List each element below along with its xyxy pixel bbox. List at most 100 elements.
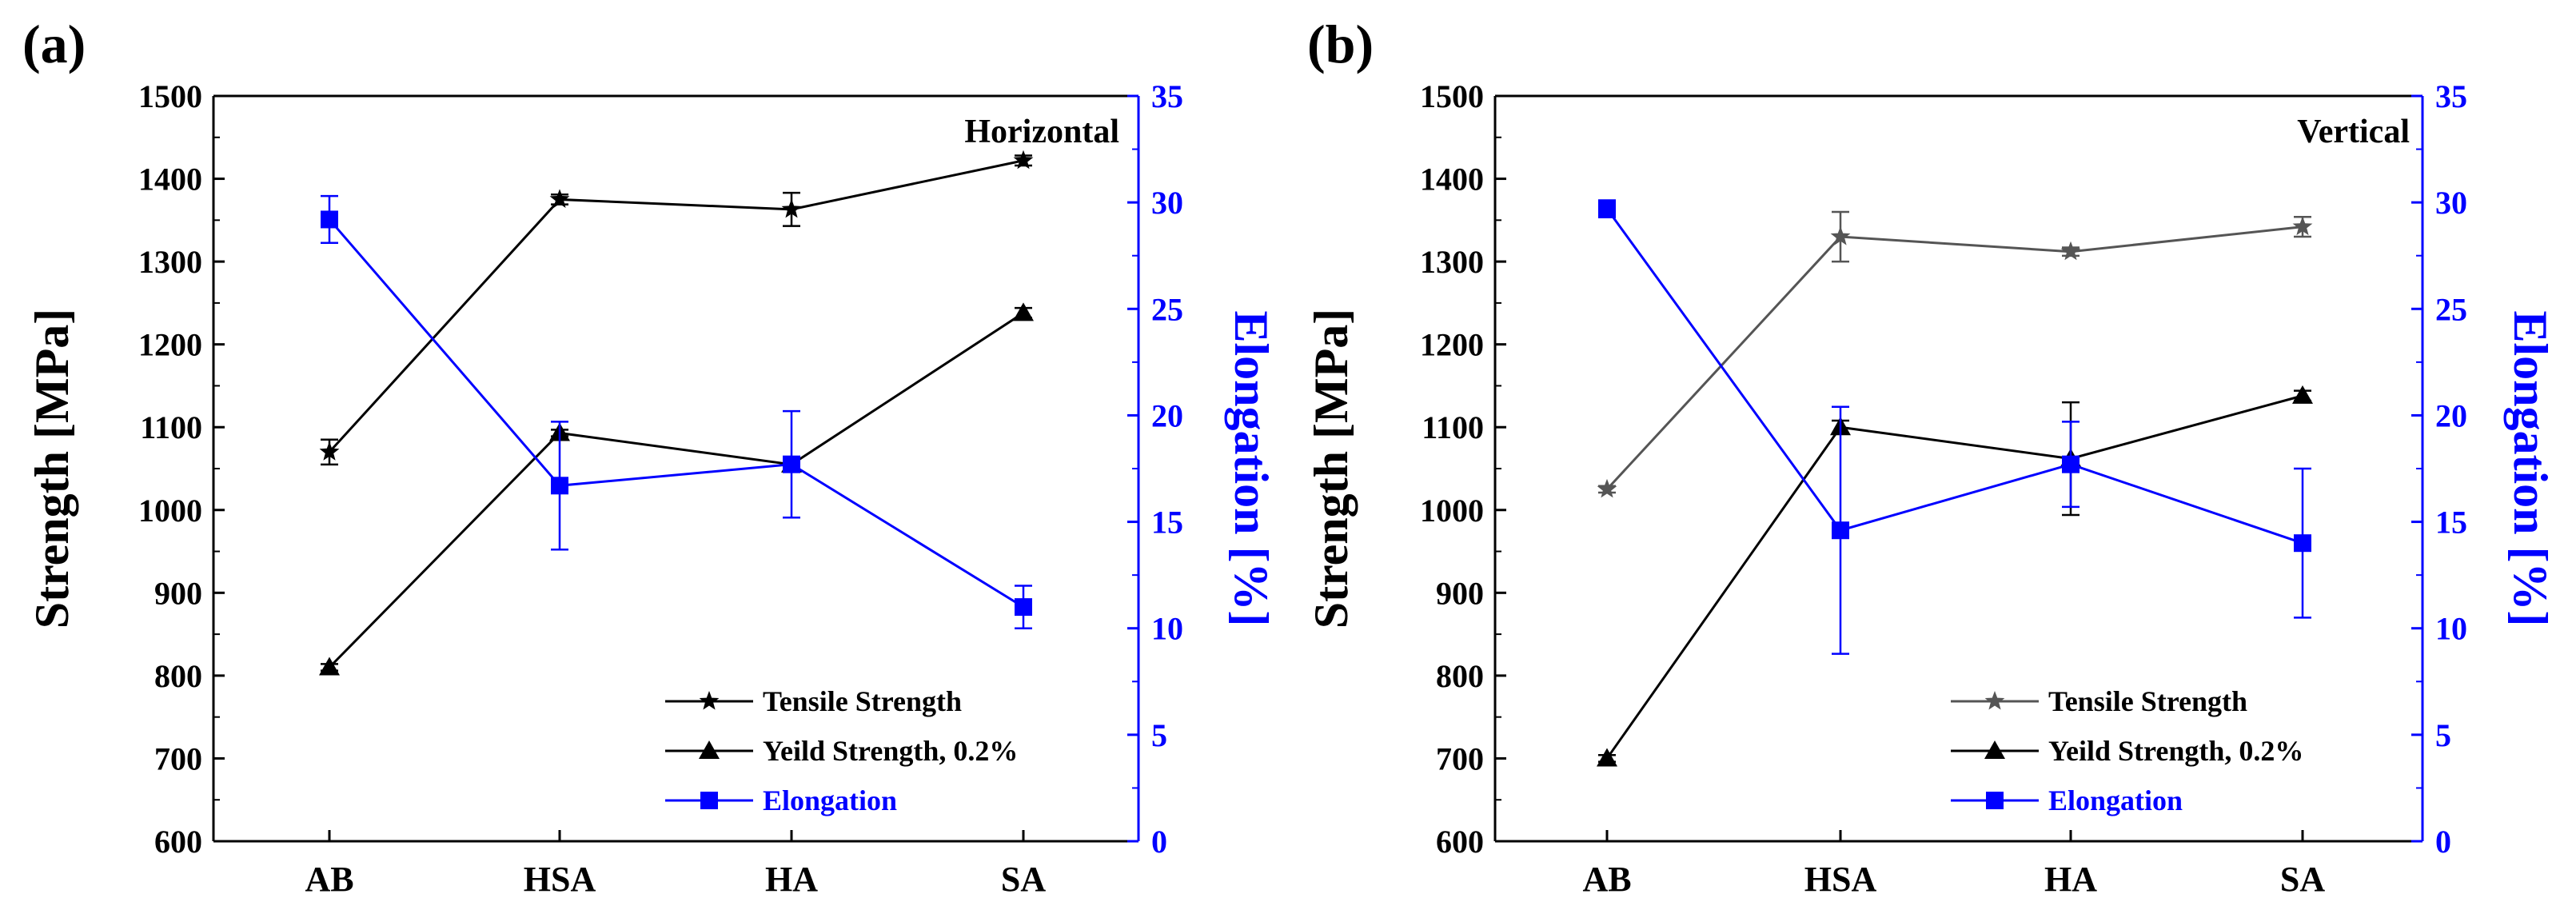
y2-tick-label: 35 (2435, 78, 2467, 114)
y2-tick-label: 5 (1151, 717, 1167, 753)
series-elongation (321, 194, 1032, 629)
series-line (1605, 226, 2303, 490)
y-tick-label: 700 (1436, 740, 1484, 776)
data-point (1013, 302, 1034, 321)
y2-tick-label: 0 (2435, 824, 2451, 860)
x-tick-label: AB (305, 860, 353, 899)
panel-label: (b) (1307, 14, 1374, 74)
data-point (1013, 150, 1034, 170)
legend-label: Elongation (763, 784, 897, 816)
y2-tick-label: 20 (2435, 397, 2467, 433)
y-tick-label: 1500 (138, 78, 202, 114)
y2-tick-label: 25 (2435, 291, 2467, 327)
y2-tick-label: 30 (2435, 185, 2467, 221)
series-line (328, 218, 1024, 609)
data-point (321, 210, 338, 229)
y-tick-label: 1100 (140, 409, 202, 445)
y2-tick-label: 10 (2435, 611, 2467, 647)
legend-marker (1984, 691, 2005, 710)
data-point (781, 198, 802, 218)
y2-tick-label: 15 (2435, 505, 2467, 541)
x-tick-label: HSA (524, 860, 596, 899)
y-tick-label: 1300 (138, 244, 202, 280)
y2-tick-label: 25 (1151, 291, 1183, 327)
y2-tick-label: 30 (1151, 185, 1183, 221)
series-tensile-strength (319, 150, 1034, 466)
x-tick-label: HA (2044, 860, 2097, 899)
series-yeild-strength-0-2 (319, 302, 1034, 676)
legend-marker (699, 740, 720, 759)
legend-marker (699, 691, 720, 710)
data-point (1830, 226, 1851, 245)
y-tick-label: 1400 (138, 162, 202, 198)
series-line (328, 312, 1024, 669)
y-tick-label: 1200 (1420, 327, 1484, 363)
data-point (2060, 241, 2081, 261)
y-tick-label: 600 (154, 824, 202, 860)
y2-tick-label: 10 (1151, 611, 1183, 647)
legend-marker (700, 792, 718, 809)
y2-tick-label: 20 (1151, 397, 1183, 433)
data-point (2292, 216, 2313, 236)
data-point (2062, 455, 2080, 473)
y2-tick-label: 15 (1151, 505, 1183, 541)
x-tick-label: AB (1582, 860, 1631, 899)
legend-label: Tensile Strength (2048, 685, 2247, 717)
data-point (549, 189, 570, 208)
y-tick-label: 1200 (138, 327, 202, 363)
data-point (1598, 200, 1616, 218)
legend-marker (1984, 740, 2005, 759)
chart-panel-1: (a) 600 700 800 900 1000 1100 1200 1300 1400 1500 0… (22, 14, 1278, 899)
legend-label: Yeild Strength, 0.2% (2048, 735, 2303, 767)
legend-label: Elongation (2048, 784, 2183, 816)
data-point (783, 455, 800, 473)
legend-label: Tensile Strength (763, 685, 962, 717)
orientation-annotation: Vertical (2297, 114, 2410, 150)
y-tick-label: 800 (154, 658, 202, 694)
y-tick-label: 1000 (1420, 493, 1484, 529)
data-point (551, 477, 568, 495)
data-point (319, 441, 340, 461)
series-line (1605, 394, 2303, 760)
x-tick-label: SA (1001, 860, 1046, 899)
data-point (1597, 748, 1617, 767)
x-tick-label: HA (765, 860, 818, 899)
y-tick-label: 600 (1436, 824, 1484, 860)
y2-tick-label: 5 (2435, 717, 2451, 753)
y2-tick-label: 35 (1151, 78, 1183, 114)
y2-axis-title: Elongation [%] (2504, 310, 2557, 626)
data-point (1832, 521, 1849, 540)
x-tick-label: SA (2280, 860, 2325, 899)
legend-marker (1986, 792, 2004, 809)
y-tick-label: 900 (154, 575, 202, 611)
y-tick-label: 1000 (138, 493, 202, 529)
orientation-annotation: Horizontal (964, 114, 1119, 150)
y-tick-label: 900 (1436, 575, 1484, 611)
data-point (319, 657, 340, 676)
series-elongation (1598, 199, 2311, 655)
series-line (328, 159, 1024, 453)
y-tick-label: 1100 (1422, 409, 1484, 445)
chart-panel-2: (b) 600 700 800 900 1000 1100 1200 1300 1400 1500 0… (1305, 14, 2557, 899)
series-tensile-strength (1597, 210, 2313, 498)
y-tick-label: 1300 (1420, 244, 1484, 280)
panel-label: (a) (22, 14, 86, 74)
data-point (2294, 534, 2311, 553)
y-axis-title: Strength [MPa] (26, 309, 78, 629)
legend-label: Yeild Strength, 0.2% (763, 735, 1018, 767)
data-point (1015, 598, 1032, 617)
x-tick-label: HSA (1804, 860, 1877, 899)
y-axis-title: Strength [MPa] (1305, 309, 1358, 629)
legend: Tensile Strength Yeild Strength, 0.2% Elon… (1951, 685, 2303, 816)
y-tick-label: 700 (154, 740, 202, 776)
data-point (2292, 385, 2313, 404)
y-tick-label: 1400 (1420, 162, 1484, 198)
y2-tick-label: 0 (1151, 824, 1167, 860)
y-tick-label: 800 (1436, 658, 1484, 694)
series-line (1605, 208, 2303, 545)
data-point (1597, 478, 1617, 498)
y-tick-label: 1500 (1420, 78, 1484, 114)
legend: Tensile Strength Yeild Strength, 0.2% Elon… (665, 685, 1018, 816)
y2-axis-title: Elongation [%] (1225, 310, 1278, 626)
